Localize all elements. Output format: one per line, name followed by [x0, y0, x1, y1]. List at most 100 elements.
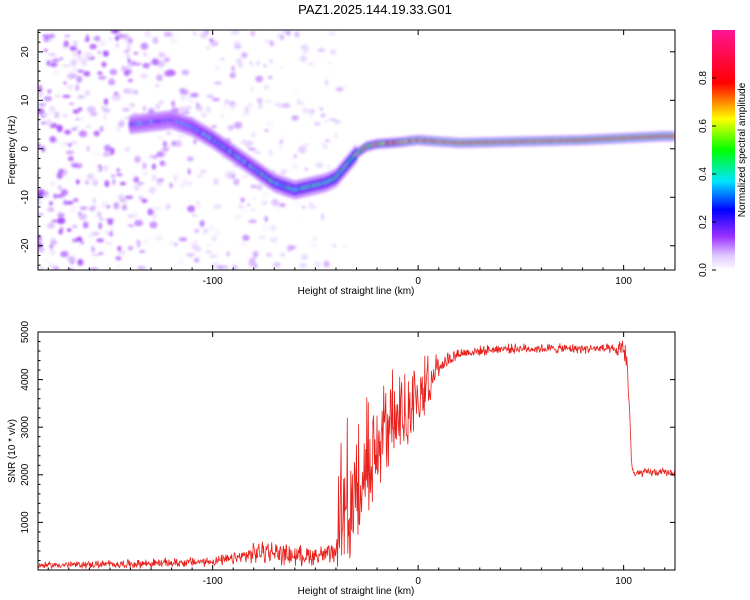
noise-blob	[137, 265, 145, 270]
noise-blob	[99, 126, 104, 132]
noise-blob	[194, 257, 200, 263]
noise-blob	[255, 75, 264, 83]
noise-blob	[104, 144, 111, 152]
noise-blob	[326, 61, 333, 65]
noise-blob	[104, 241, 113, 245]
noise-blob	[91, 253, 101, 257]
noise-blob	[118, 33, 124, 39]
noise-blob	[103, 113, 107, 121]
noise-blob	[269, 149, 273, 157]
noise-blob	[162, 149, 167, 155]
noise-blob	[186, 106, 192, 110]
noise-blob	[47, 222, 55, 229]
noise-blob	[151, 175, 158, 181]
noise-blob	[218, 61, 223, 67]
noise-blob	[115, 35, 120, 42]
noise-blob	[124, 39, 129, 45]
noise-blob	[196, 200, 200, 205]
noise-blob	[119, 181, 126, 186]
noise-blob	[248, 219, 257, 223]
noise-blob	[62, 113, 68, 118]
noise-blob	[96, 238, 105, 243]
noise-blob	[261, 192, 270, 197]
noise-blob	[317, 48, 326, 52]
noise-blob	[309, 112, 314, 118]
noise-blob	[250, 208, 256, 212]
noise-blob	[57, 212, 65, 218]
noise-blob	[152, 37, 159, 45]
noise-blob	[230, 104, 235, 111]
noise-blob	[104, 151, 109, 157]
noise-blob	[76, 75, 83, 83]
noise-blob	[313, 261, 321, 268]
noise-blob	[269, 224, 277, 232]
noise-blob	[169, 183, 173, 188]
noise-blob	[38, 143, 41, 150]
spectrogram-y-tick-label: -20	[20, 238, 31, 253]
noise-blob	[263, 201, 268, 204]
noise-blob	[264, 129, 269, 132]
noise-blob	[140, 42, 149, 50]
noise-blob	[187, 205, 196, 213]
noise-blob	[252, 197, 256, 201]
noise-blob	[297, 146, 307, 154]
noise-blob	[193, 245, 202, 253]
noise-blob	[86, 125, 92, 128]
noise-blob	[179, 87, 186, 94]
noise-blob	[174, 242, 178, 247]
noise-blob	[91, 245, 95, 253]
noise-blob	[343, 85, 348, 89]
noise-blob	[268, 75, 273, 79]
noise-blob	[154, 84, 160, 88]
noise-blob	[273, 262, 281, 268]
noise-blob	[65, 150, 75, 155]
noise-blob	[89, 111, 98, 117]
noise-blob	[69, 45, 78, 52]
noise-blob	[98, 75, 107, 80]
noise-blob	[173, 87, 181, 95]
noise-blob	[105, 230, 110, 236]
noise-blob	[188, 98, 197, 103]
page-title: PAZ1.2025.144.19.33.G01	[298, 2, 452, 17]
noise-blob	[116, 173, 123, 176]
snr-y-axis-label: SNR (10 * v/v)	[7, 419, 18, 483]
noise-blob	[101, 61, 107, 68]
noise-blob	[219, 57, 226, 61]
noise-blob	[193, 214, 200, 218]
noise-blob	[250, 184, 257, 189]
noise-blob	[237, 62, 244, 68]
noise-blob	[60, 250, 69, 258]
noise-blob	[69, 206, 77, 213]
noise-blob	[117, 193, 125, 201]
noise-blob	[324, 120, 329, 123]
noise-blob	[230, 30, 240, 35]
noise-blob	[39, 196, 46, 204]
noise-blob	[134, 62, 142, 66]
noise-blob	[173, 140, 183, 148]
noise-blob	[89, 267, 99, 270]
noise-blob	[274, 204, 280, 212]
noise-blob	[173, 174, 178, 182]
noise-blob	[239, 241, 248, 249]
noise-blob	[269, 58, 274, 64]
noise-blob	[323, 260, 330, 268]
noise-blob	[49, 201, 53, 206]
noise-blob	[109, 231, 113, 237]
noise-blob	[158, 52, 165, 58]
noise-blob	[80, 129, 84, 137]
noise-blob	[116, 168, 120, 173]
noise-blob	[196, 174, 204, 178]
noise-blob	[256, 97, 263, 104]
noise-blob	[238, 204, 244, 209]
noise-blob	[93, 130, 100, 137]
noise-blob	[48, 263, 55, 269]
noise-blob	[162, 140, 167, 148]
noise-blob	[68, 143, 72, 147]
noise-blob	[75, 117, 80, 121]
noise-blob	[48, 33, 56, 39]
noise-blob	[79, 206, 88, 211]
noise-blob	[259, 56, 263, 60]
noise-blob	[164, 70, 173, 77]
noise-blob	[42, 34, 51, 38]
